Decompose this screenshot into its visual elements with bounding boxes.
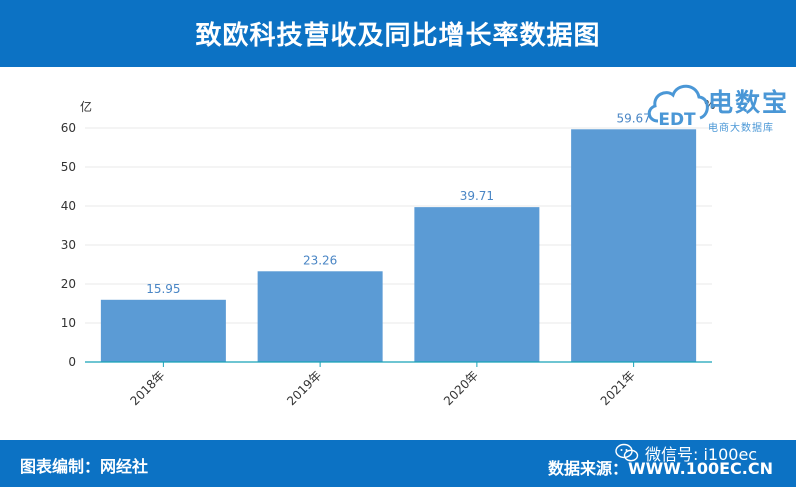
x-tick-label: 2021年 xyxy=(598,368,638,408)
chart-title: 致欧科技营收及同比增长率数据图 xyxy=(195,21,601,51)
bar xyxy=(571,129,697,362)
chart-footer: 图表编制：网经社 数据来源：WWW.100EC.CN xyxy=(0,440,796,487)
wechat-icon xyxy=(615,443,639,462)
bar xyxy=(414,207,540,362)
logo-letters: EDT xyxy=(658,110,696,130)
footer-source: 数据来源：WWW.100EC.CN xyxy=(548,459,774,478)
y-tick-label: 40 xyxy=(61,199,76,213)
data-label: 15.95 xyxy=(146,282,180,296)
data-label: 39.71 xyxy=(460,189,494,203)
y-tick-label: 50 xyxy=(61,160,76,174)
wechat-id: 微信号: i100ec xyxy=(615,440,757,466)
data-label: 23.26 xyxy=(303,253,337,267)
wechat-text: 微信号: i100ec xyxy=(645,445,758,464)
x-tick-label: 2020年 xyxy=(441,368,481,408)
bar-chart: 0 10 20 30 40 50 60 亿 % 15.95 2018年 23.26 2019年 39.71… xyxy=(61,98,716,408)
y-tick-label: 20 xyxy=(61,277,76,291)
x-tick-label: 2018年 xyxy=(128,368,168,408)
data-label: 59.67 xyxy=(616,111,650,125)
y-tick-label: 10 xyxy=(61,316,76,330)
brand-subtext: 电商大数据库 xyxy=(708,123,774,134)
y-axis-unit: 亿 xyxy=(80,99,92,114)
bar xyxy=(100,299,226,362)
y-tick-label: 30 xyxy=(61,238,76,252)
cloud-icon: EDT xyxy=(647,84,709,130)
secondary-y-axis-unit: % xyxy=(704,98,715,112)
y-tick-label: 0 xyxy=(68,355,76,369)
x-tick-label: 2019年 xyxy=(284,368,324,408)
y-tick-label: 60 xyxy=(61,121,76,135)
watermark-logo: EDT 电数宝 电商大数据库 xyxy=(640,75,796,145)
footer-credit: 图表编制：网经社 xyxy=(20,457,149,476)
bar xyxy=(257,271,383,362)
plot-area: 0 10 20 30 40 50 60 亿% 15.95 2018年 23.26 2019年 39.71… xyxy=(0,67,796,440)
chart-header: 致欧科技营收及同比增长率数据图 xyxy=(0,0,796,67)
brand-text: 电数宝 xyxy=(708,88,790,117)
